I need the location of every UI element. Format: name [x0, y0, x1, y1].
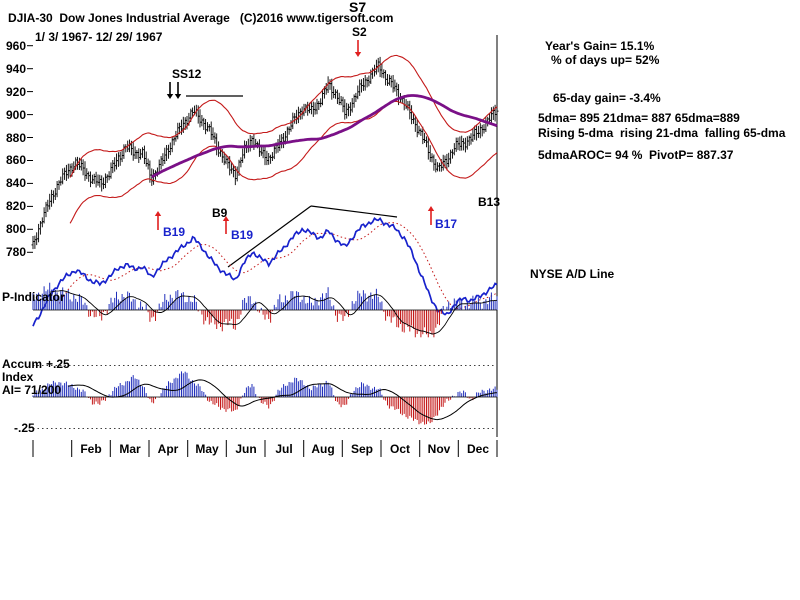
y-tick-880: 880	[5, 131, 26, 145]
month-label-sep: Sep	[350, 442, 373, 456]
y-tick-840: 840	[5, 176, 26, 190]
month-label-feb: Feb	[80, 442, 102, 456]
stat-pct-days-up: % of days up= 52%	[551, 53, 660, 67]
y-tick-860: 860	[5, 153, 26, 167]
price-axis-ticks	[27, 45, 33, 253]
stat-aroc-pivot: 5dmaAROC= 94 % PivotP= 887.37	[538, 148, 734, 162]
y-tick-920: 920	[5, 85, 26, 99]
signal-arrows	[154, 40, 435, 234]
month-label-mar: Mar	[119, 442, 141, 456]
page-title: DJIA-30 Dow Jones Industrial Average (C)…	[8, 11, 394, 25]
month-label-oct: Oct	[389, 442, 410, 456]
signal-label-s7-0: S7	[349, 0, 367, 15]
accum-ai-label: AI= 71/200	[2, 383, 62, 397]
month-label-apr: Apr	[157, 442, 179, 456]
month-separators	[32, 440, 498, 457]
trendlines	[186, 95, 398, 268]
accum-ma-line	[68, 379, 498, 421]
stat-dma-trends: Rising 5-dma rising 21-dma falling 65-dm…	[538, 126, 786, 140]
signal-label-ss12-2: SS12	[172, 67, 202, 81]
lower-band	[69, 100, 498, 224]
signal-label-b9-3: B9	[212, 206, 228, 220]
y-tick-800: 800	[5, 222, 26, 236]
accum-index-label: Index	[2, 370, 34, 384]
ad-ma-dotted	[58, 222, 498, 310]
signal-label-b19-4: B19	[163, 225, 186, 239]
p-ma-line	[49, 290, 498, 335]
month-label-aug: Aug	[311, 442, 335, 456]
signal-label-b13-7: B13	[478, 195, 501, 209]
accum-plus25-label: +.25	[46, 357, 70, 371]
ma-65	[151, 94, 498, 179]
ad-line-title: NYSE A/D Line	[530, 267, 615, 281]
signal-label-b19-5: B19	[231, 228, 254, 242]
signal-label-b17-6: B17	[435, 217, 458, 231]
upper-band	[69, 54, 498, 178]
accum-label: Accum	[2, 357, 43, 371]
month-label-dec: Dec	[466, 442, 489, 456]
y-tick-900: 900	[5, 108, 26, 122]
date-range-label: 1/ 3/ 1967- 12/ 29/ 1967	[35, 30, 163, 44]
month-label-may: May	[195, 442, 219, 456]
ad-line	[32, 216, 498, 327]
month-label-nov: Nov	[427, 442, 451, 456]
y-tick-820: 820	[5, 199, 26, 213]
month-label-jun: Jun	[235, 442, 257, 456]
y-tick-960: 960	[5, 39, 26, 53]
stat-65day-gain: 65-day gain= -3.4%	[553, 91, 661, 105]
accum-minus25-label: -.25	[14, 421, 35, 435]
y-tick-780: 780	[5, 245, 26, 259]
stat-years-gain: Year's Gain= 15.1%	[545, 39, 655, 53]
y-tick-940: 940	[5, 62, 26, 76]
p-indicator-label: P-Indicator	[2, 290, 65, 304]
stat-dma-values: 5dma= 895 21dma= 887 65dma=889	[538, 111, 740, 125]
month-label-jul: Jul	[275, 442, 293, 456]
signal-label-s2-1: S2	[352, 25, 367, 39]
p-indicator-bars	[32, 282, 498, 338]
